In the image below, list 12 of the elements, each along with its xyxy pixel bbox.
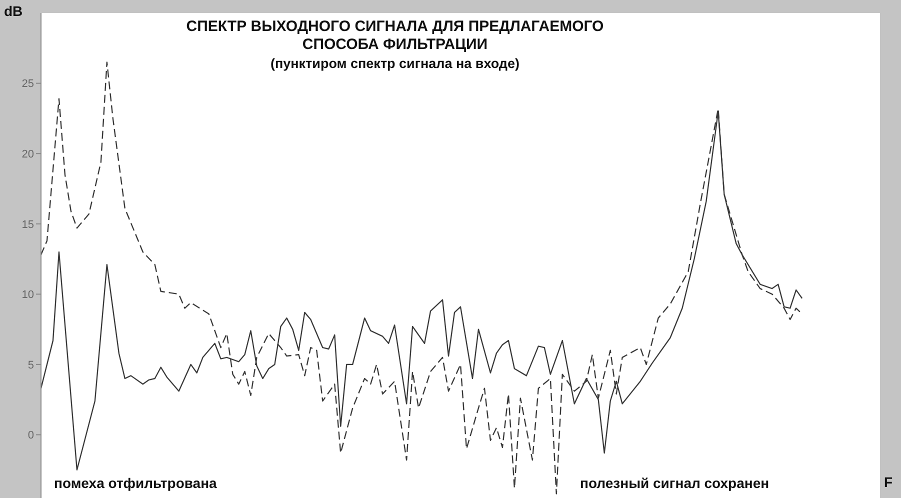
y-axis-title: dB <box>4 3 23 19</box>
text: (пунктиром спектр сигнала на входе) <box>269 56 521 71</box>
text: СПЕКТР ВЫХОДНОГО СИГНАЛА ДЛЯ ПРЕДЛАГАЕМОГО СПОСОБА ФИЛЬТРАЦИИ <box>185 18 605 54</box>
y-tick-label: 20 <box>22 148 34 160</box>
annotation: помеха отфильтрована <box>54 475 217 491</box>
y-tick-label: 10 <box>22 289 34 302</box>
y-tick-label: 0 <box>28 430 34 442</box>
annotation: полезный сигнал сохранен <box>580 475 770 491</box>
y-tick-label: 25 <box>22 78 34 90</box>
y-tick-label: 5 <box>28 359 34 372</box>
x-axis-title: F <box>884 474 893 490</box>
y-tick-label: 15 <box>22 218 34 231</box>
